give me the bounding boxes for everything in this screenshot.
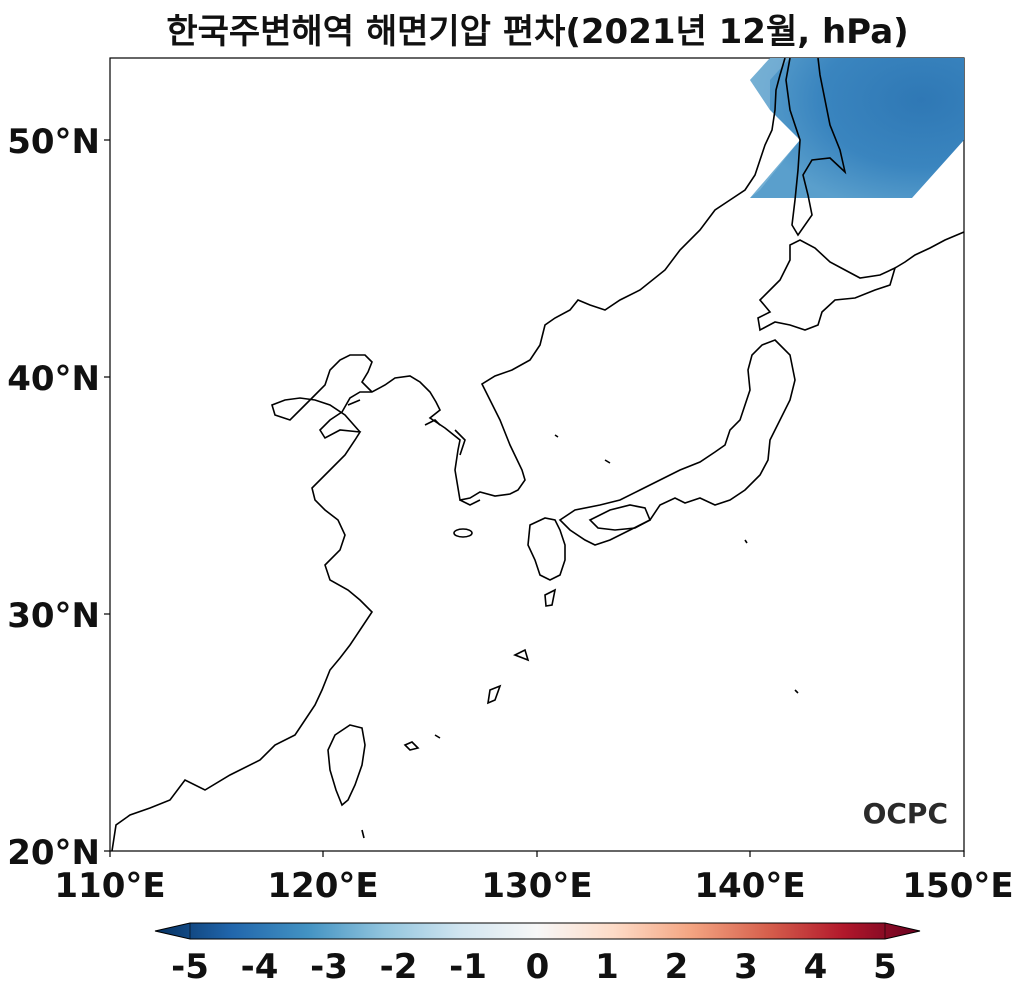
colorbar-tick-label: -3 xyxy=(310,947,348,987)
map-title: 한국주변해역 해면기압 편차(2021년 12월, hPa) xyxy=(166,12,909,52)
lon-label-110: 110°E xyxy=(54,866,165,906)
pressure-anomaly-region xyxy=(750,58,964,198)
lon-label-150: 150°E xyxy=(902,866,1013,906)
colorbar-tick-label: 4 xyxy=(804,947,828,987)
lat-label-50: 50°N xyxy=(7,122,100,162)
colorbar xyxy=(154,922,921,940)
lat-label-30: 30°N xyxy=(7,596,100,636)
lon-label-130: 130°E xyxy=(481,866,592,906)
lat-label-40: 40°N xyxy=(7,359,100,399)
lon-ticks xyxy=(109,851,965,857)
colorbar-tick-label: 2 xyxy=(665,947,689,987)
ocpc-logo: OCPC xyxy=(863,797,948,830)
colorbar-tick-label: -5 xyxy=(171,947,209,987)
colorbar-tick-label: -2 xyxy=(380,947,418,987)
colorbar-tick-label: 3 xyxy=(734,947,758,987)
lat-ticks xyxy=(104,139,110,852)
coastlines xyxy=(111,58,964,851)
colorbar-tick-label: 0 xyxy=(526,947,550,987)
lat-label-20: 20°N xyxy=(7,833,100,873)
colorbar-tick-label: 1 xyxy=(595,947,619,987)
colorbar-tick-label: 5 xyxy=(873,947,897,987)
lon-label-140: 140°E xyxy=(694,866,805,906)
colorbar-tick-label: -4 xyxy=(241,947,279,987)
lon-label-120: 120°E xyxy=(267,866,378,906)
colorbar-tick-label: -1 xyxy=(449,947,487,987)
